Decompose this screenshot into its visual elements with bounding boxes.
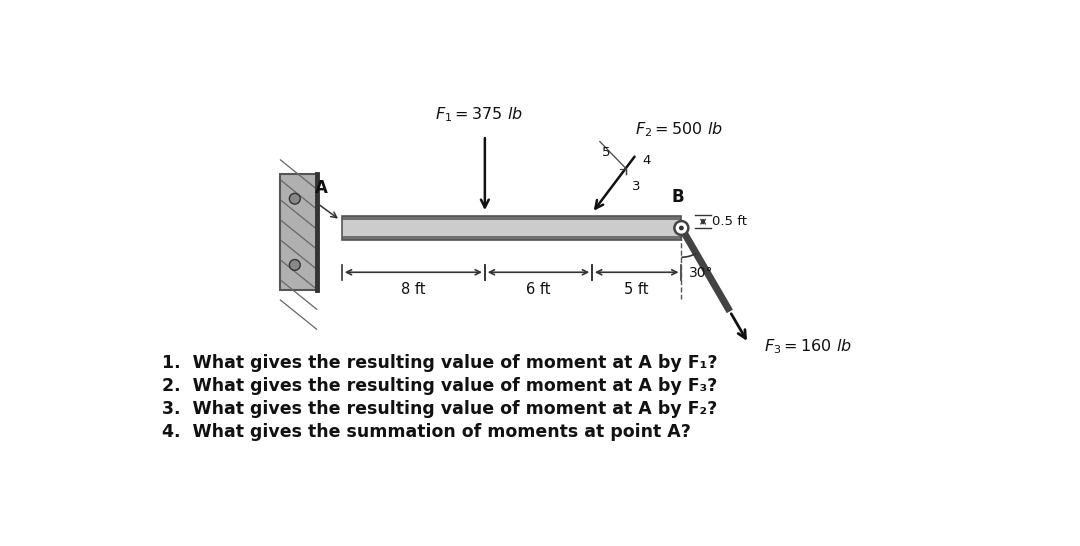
Text: 30°: 30° [689,266,714,280]
Text: B: B [671,188,684,206]
Text: A: A [314,179,327,197]
Circle shape [289,259,300,270]
Text: 4: 4 [643,154,651,167]
Bar [342,236,681,240]
Text: 5 ft: 5 ft [624,282,649,297]
Text: 3.  What gives the resulting value of moment at A by F₂?: 3. What gives the resulting value of mom… [162,400,717,418]
Bar [342,216,681,240]
Text: 3: 3 [632,180,640,193]
Text: 0.5 ft: 0.5 ft [713,215,747,228]
Text: 6 ft: 6 ft [526,282,551,297]
Text: 4.  What gives the summation of moments at point A?: 4. What gives the summation of moments a… [162,423,691,441]
Text: $F_2 = 500$ lb: $F_2 = 500$ lb [635,120,723,139]
Text: 1.  What gives the resulting value of moment at A by F₁?: 1. What gives the resulting value of mom… [162,353,717,371]
Text: $F_3 = 160$ lb: $F_3 = 160$ lb [764,337,852,356]
Circle shape [679,226,683,230]
Text: 2.  What gives the resulting value of moment at A by F₃?: 2. What gives the resulting value of mom… [162,377,717,395]
Bar [342,216,681,219]
Bar [280,174,318,289]
Text: 5: 5 [603,146,610,159]
Circle shape [289,193,300,204]
Text: $F_1 = 375$ lb: $F_1 = 375$ lb [435,106,523,124]
Circle shape [674,221,688,235]
Text: 8 ft: 8 ft [401,282,426,297]
Bar [342,216,681,240]
